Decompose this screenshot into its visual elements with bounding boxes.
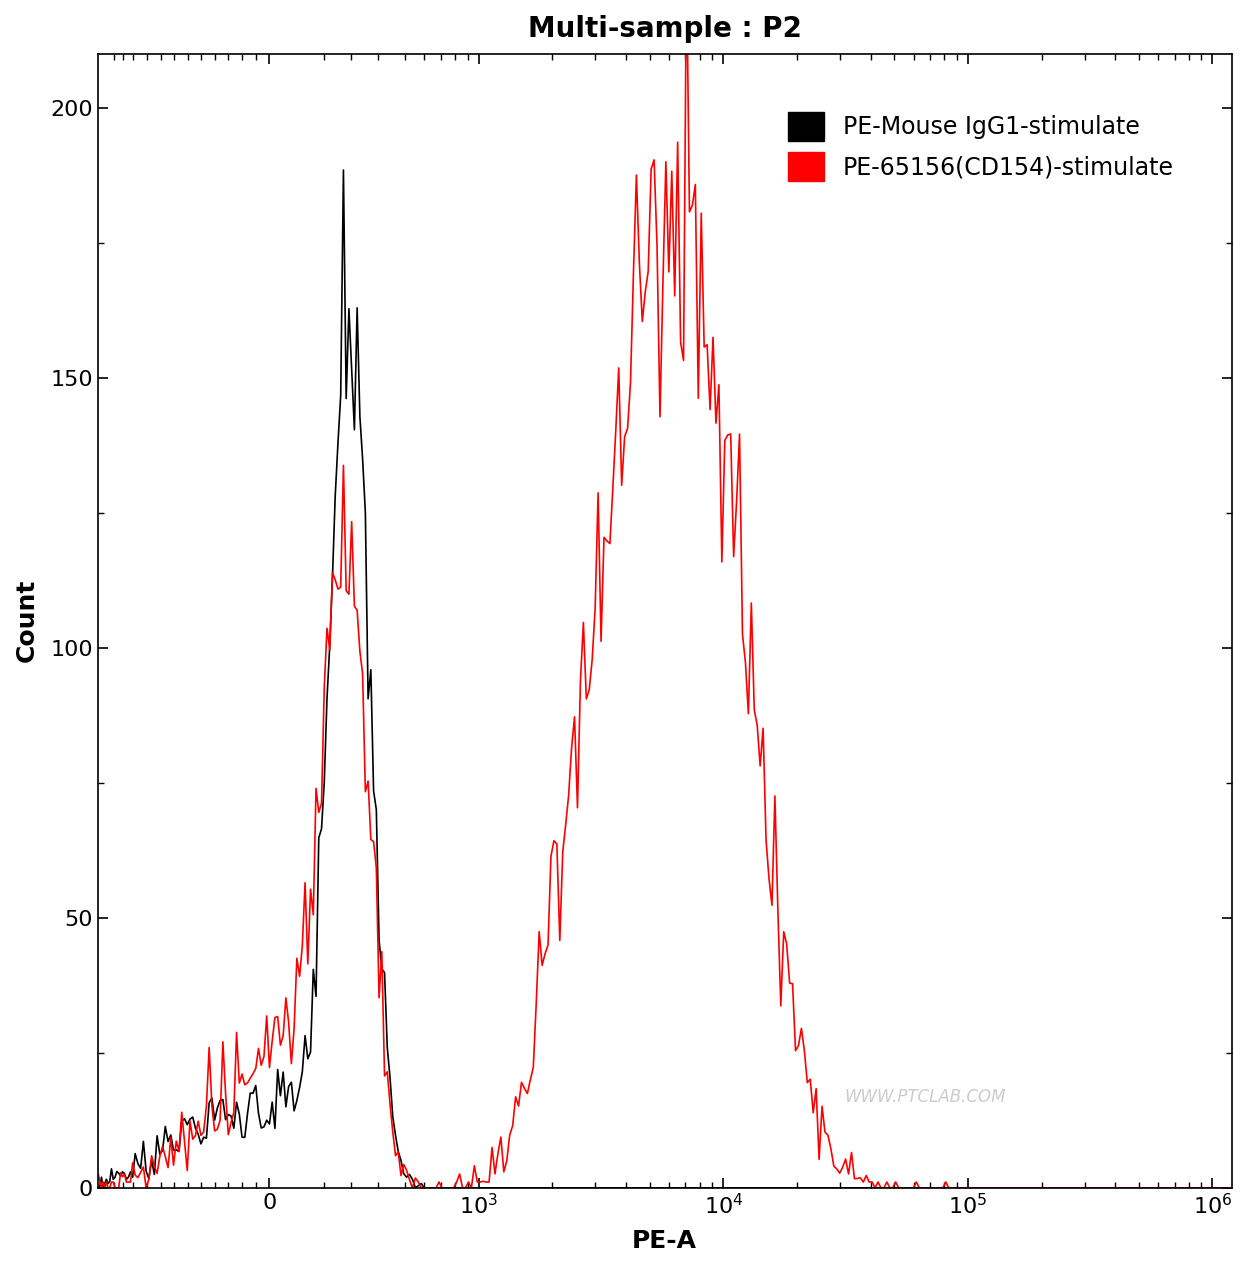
Y-axis label: Count: Count <box>15 579 39 662</box>
Text: WWW.PTCLAB.COM: WWW.PTCLAB.COM <box>845 1088 1006 1106</box>
Legend: PE-Mouse IgG1-stimulate, PE-65156(CD154)-stimulate: PE-Mouse IgG1-stimulate, PE-65156(CD154)… <box>765 89 1198 205</box>
X-axis label: PE-A: PE-A <box>632 1229 698 1253</box>
Title: Multi-sample : P2: Multi-sample : P2 <box>528 15 801 43</box>
